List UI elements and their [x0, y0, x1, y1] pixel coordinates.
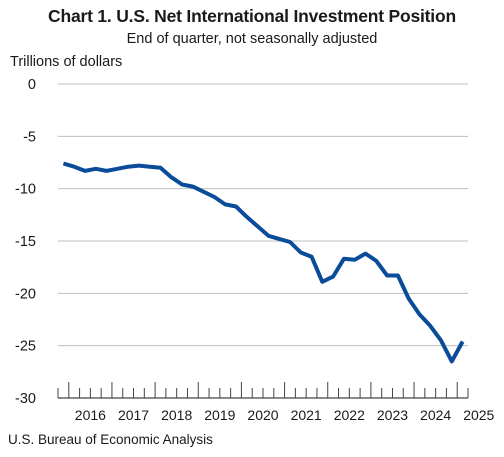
gridlines — [58, 83, 468, 347]
x-tick-label: 2019 — [204, 407, 235, 423]
x-axis: 2016 2017 2018 2019 2020 2021 2022 2023 2024 2025 — [57, 382, 495, 423]
x-tick-label: 2022 — [334, 407, 365, 423]
y-tick-label: -30 — [15, 391, 36, 407]
x-tick-label: 2023 — [377, 407, 408, 423]
series-line-niip — [62, 161, 465, 364]
source-note: U.S. Bureau of Economic Analysis — [8, 432, 213, 447]
y-tick-label: -20 — [15, 286, 36, 302]
y-tick-label: -15 — [15, 234, 36, 250]
chart-title: Chart 1. U.S. Net International Investme… — [48, 6, 456, 26]
x-tick-label: 2025 — [463, 407, 494, 423]
y-tick-label: 0 — [28, 77, 36, 93]
x-tick-label: 2021 — [291, 407, 322, 423]
series — [62, 161, 465, 364]
x-tick-label: 2020 — [247, 407, 278, 423]
y-tick-labels: 0 -5 -10 -15 -20 -25 -30 — [15, 77, 36, 407]
x-tick-label: 2016 — [75, 407, 106, 423]
x-tick-label: 2024 — [420, 407, 451, 423]
y-axis-label: Trillions of dollars — [10, 54, 123, 70]
y-tick-label: -10 — [15, 182, 36, 198]
x-tick-label: 2018 — [161, 407, 192, 423]
y-tick-label: -5 — [23, 129, 36, 145]
chart-subtitle: End of quarter, not seasonally adjusted — [126, 31, 378, 47]
x-tick-label: 2017 — [118, 407, 149, 423]
y-tick-label: -25 — [15, 339, 36, 355]
